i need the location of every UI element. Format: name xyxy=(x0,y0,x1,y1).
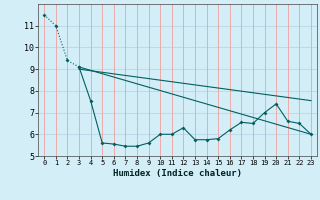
X-axis label: Humidex (Indice chaleur): Humidex (Indice chaleur) xyxy=(113,169,242,178)
